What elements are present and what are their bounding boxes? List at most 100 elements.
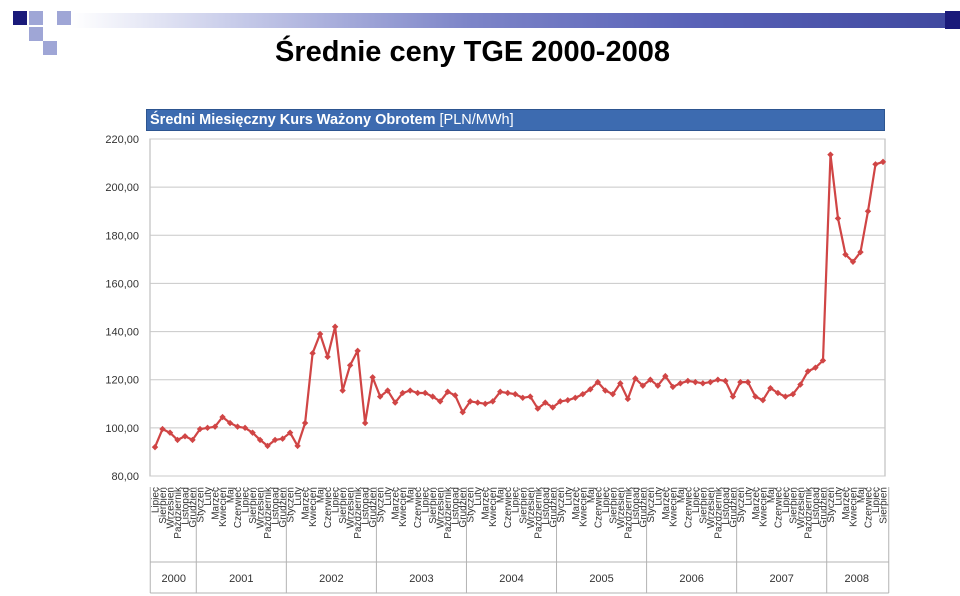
plot-area xyxy=(149,138,886,477)
x-tick-label: Listopad xyxy=(631,487,642,525)
x-tick-label: Maj xyxy=(856,487,867,503)
data-point xyxy=(241,424,249,432)
x-tick-label: Październik xyxy=(713,486,724,539)
year-label: 2002 xyxy=(319,573,343,585)
data-point xyxy=(159,425,166,433)
data-point xyxy=(339,387,346,394)
data-point xyxy=(789,390,797,398)
x-tick-label: Październik xyxy=(533,486,544,539)
year-label: 2003 xyxy=(409,573,433,585)
data-point xyxy=(391,399,399,406)
y-tick-label: 220,00 xyxy=(105,134,139,146)
data-point xyxy=(436,398,444,405)
x-tick-label: Marzec xyxy=(481,487,492,520)
data-point xyxy=(527,393,534,400)
x-tick-label: Kwiecień xyxy=(308,487,319,527)
x-tick-label: Czerwiec xyxy=(323,487,334,528)
corner-square-dark-1 xyxy=(13,11,27,25)
data-point xyxy=(421,389,429,397)
data-point xyxy=(699,380,707,387)
x-tick-label: Październik xyxy=(173,486,184,539)
data-point xyxy=(767,384,774,392)
x-tick-label: Grudzień xyxy=(188,487,199,528)
x-tick-label: Sierpień xyxy=(698,487,709,524)
data-point xyxy=(819,357,827,364)
x-tick-label: Maj xyxy=(406,487,417,503)
x-tick-label: Styczeń xyxy=(826,487,837,523)
data-point xyxy=(849,258,857,265)
x-tick-label: Lipiec xyxy=(151,487,162,513)
x-tick-label: Sierpień xyxy=(879,487,890,524)
x-tick-label: Marzec xyxy=(301,487,312,520)
data-point xyxy=(286,429,294,436)
data-point xyxy=(797,381,804,388)
data-point xyxy=(181,433,189,440)
year-axis: 2000 2001 2002 2003 2004 2005 2006 2007 2008 xyxy=(149,487,890,594)
year-label: 2008 xyxy=(844,573,868,585)
x-tick-label: Kwiecień xyxy=(218,487,229,527)
x-tick-label: Czerwiec xyxy=(773,487,784,528)
data-point xyxy=(737,378,744,386)
data-point xyxy=(572,394,579,401)
data-point xyxy=(376,393,384,400)
data-point xyxy=(759,396,767,404)
data-point xyxy=(346,362,354,369)
data-point xyxy=(609,390,617,398)
y-tick-label: 180,00 xyxy=(105,230,139,242)
data-point xyxy=(812,364,819,371)
x-tick-label: Listopad xyxy=(451,487,462,525)
data-point xyxy=(414,389,421,397)
data-point xyxy=(406,387,414,394)
x-tick-label: Wrzesień xyxy=(436,487,447,529)
year-label: 2000 xyxy=(162,573,186,585)
x-tick-label: Luty xyxy=(383,487,394,506)
corner-square-light-2 xyxy=(57,11,71,25)
data-point xyxy=(189,436,196,444)
x-tick-label: Październik xyxy=(263,486,274,539)
x-tick-label: Lipiec xyxy=(781,487,792,513)
data-point xyxy=(316,330,324,338)
x-tick-label: Czerwiec xyxy=(683,487,694,528)
data-point xyxy=(864,208,872,215)
data-point xyxy=(444,388,451,395)
x-tick-label: Czerwiec xyxy=(593,487,604,528)
data-point xyxy=(639,382,647,389)
y-tick-label: 80,00 xyxy=(111,471,139,483)
x-tick-label: Styczeń xyxy=(646,487,657,523)
data-point xyxy=(557,398,564,405)
x-tick-label: Marzec xyxy=(211,487,222,520)
x-tick-label: Czerwiec xyxy=(233,487,244,528)
x-tick-label: Listopad xyxy=(181,487,192,525)
data-point xyxy=(467,398,474,405)
x-tick-label: Wrzesień xyxy=(166,487,177,529)
y-tick-label: 160,00 xyxy=(105,278,139,290)
year-label: 2007 xyxy=(769,573,793,585)
data-point xyxy=(384,387,391,394)
data-point xyxy=(279,435,286,442)
x-tick-label: Maj xyxy=(496,487,507,503)
x-tick-label: Styczeń xyxy=(556,487,567,523)
data-point xyxy=(872,161,879,168)
year-label: 2005 xyxy=(589,573,613,585)
x-tick-label: Grudzień xyxy=(818,487,829,528)
x-tick-label: Sierpień xyxy=(608,487,619,524)
year-label: 2006 xyxy=(679,573,703,585)
x-tick-label: Wrzesień xyxy=(616,487,627,529)
data-point xyxy=(594,378,602,386)
data-point xyxy=(774,389,782,397)
data-point xyxy=(482,400,489,407)
y-gridlines xyxy=(150,138,885,477)
x-tick-label: Marzec xyxy=(571,487,582,520)
data-point xyxy=(294,442,301,450)
x-tick-label: Maj xyxy=(676,487,687,503)
x-tick-label: Styczeń xyxy=(466,487,477,523)
data-point xyxy=(647,376,654,383)
x-tick-label: Marzec xyxy=(661,487,672,520)
data-point xyxy=(624,395,632,403)
data-point xyxy=(151,443,159,451)
data-point xyxy=(827,151,834,158)
x-tick-label: Lipiec xyxy=(691,487,702,513)
data-point xyxy=(617,380,624,387)
data-point xyxy=(459,409,466,416)
y-tick-label: 120,00 xyxy=(105,375,139,387)
